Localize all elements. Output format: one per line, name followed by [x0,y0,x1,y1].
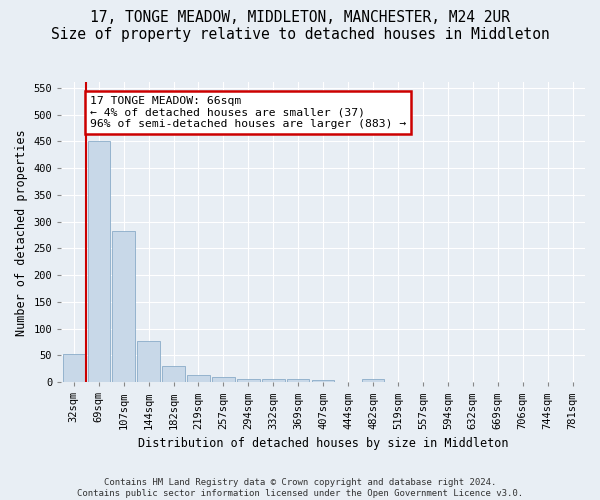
X-axis label: Distribution of detached houses by size in Middleton: Distribution of detached houses by size … [138,437,508,450]
Text: Contains HM Land Registry data © Crown copyright and database right 2024.
Contai: Contains HM Land Registry data © Crown c… [77,478,523,498]
Bar [237,380,260,382]
Bar [62,354,85,382]
Text: 17, TONGE MEADOW, MIDDLETON, MANCHESTER, M24 2UR
Size of property relative to de: 17, TONGE MEADOW, MIDDLETON, MANCHESTER,… [50,10,550,42]
Bar [362,380,384,382]
Y-axis label: Number of detached properties: Number of detached properties [15,129,28,336]
Bar [262,379,284,382]
Bar [287,380,310,382]
Bar [163,366,185,382]
Bar [187,374,210,382]
Bar [137,341,160,382]
Bar [88,142,110,382]
Text: 17 TONGE MEADOW: 66sqm
← 4% of detached houses are smaller (37)
96% of semi-deta: 17 TONGE MEADOW: 66sqm ← 4% of detached … [90,96,406,129]
Bar [212,377,235,382]
Bar [312,380,334,382]
Bar [112,230,135,382]
